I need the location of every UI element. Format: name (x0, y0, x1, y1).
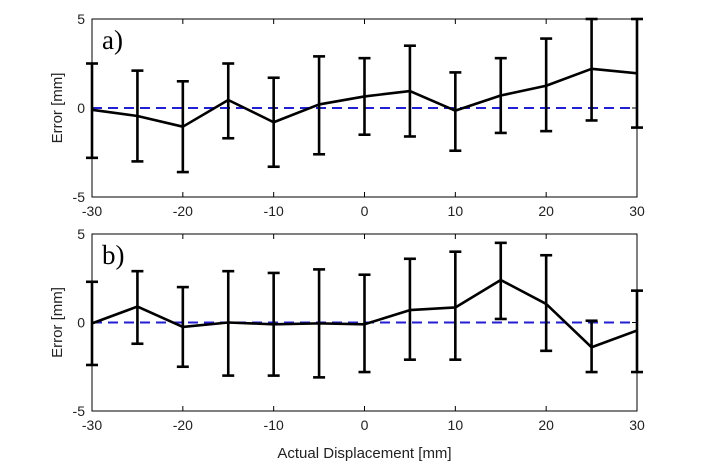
x-tick-label: -30 (82, 203, 102, 219)
y-tick-label: -5 (73, 403, 86, 419)
x-tick-label: 10 (448, 203, 464, 219)
y-tick-label: 5 (77, 226, 85, 242)
x-tick-label: 10 (448, 417, 464, 433)
x-tick-label: 20 (538, 203, 554, 219)
panel-label: b) (102, 240, 125, 270)
y-axis-label: Error [mm] (49, 73, 66, 144)
x-tick-label: 30 (629, 417, 645, 433)
x-tick-label: 20 (538, 417, 554, 433)
panel-label: a) (102, 25, 123, 55)
x-tick-label: 0 (361, 203, 369, 219)
y-tick-label: 5 (77, 11, 85, 27)
x-tick-label: -20 (173, 203, 193, 219)
panel-a: -30 -20 -10 0 10 20 30 -5 0 5 a) Error [mm] (49, 11, 645, 219)
x-axis-label: Actual Displacement [mm] (277, 445, 451, 462)
y-tick-label: 0 (77, 100, 85, 116)
x-tick-label: 0 (361, 417, 369, 433)
x-tick-label: -10 (264, 203, 284, 219)
y-tick-label: 0 (77, 315, 85, 331)
panel-b: -30 -20 -10 0 10 20 30 -5 0 5 b) Error [mm] Actual D… (49, 226, 645, 462)
y-axis-label: Error [mm] (49, 287, 66, 358)
x-tick-label: -20 (173, 417, 193, 433)
data-series-line (91, 67, 638, 128)
x-tick-label: -10 (264, 417, 284, 433)
x-tick-label: -30 (82, 417, 102, 433)
data-series-line (91, 278, 638, 349)
x-tick-label: 30 (629, 203, 645, 219)
y-tick-label: -5 (73, 189, 86, 205)
